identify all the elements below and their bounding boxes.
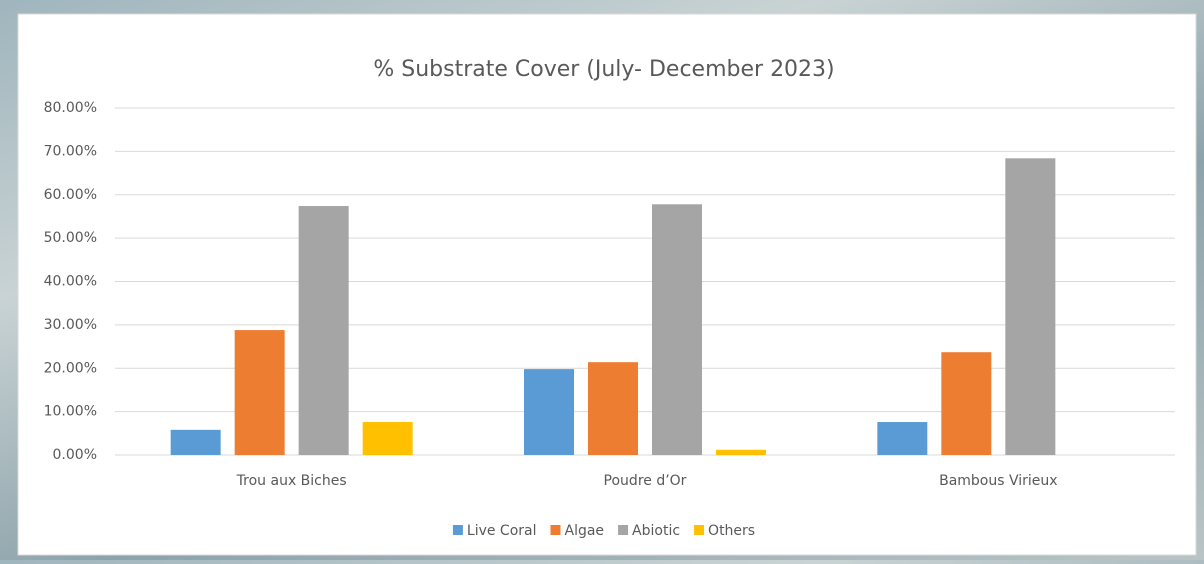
bar [524,369,574,455]
bar [877,422,928,455]
bar [588,362,638,455]
bar [652,204,702,455]
legend-label: Live Coral [467,523,537,539]
y-tick-label: 0.00% [53,447,97,463]
y-tick-label: 50.00% [44,230,97,246]
y-tick-label: 70.00% [44,143,97,159]
bar [170,429,221,455]
bar [298,206,349,455]
legend-swatch [618,525,629,535]
bar [1005,158,1056,455]
bar [362,422,413,455]
bar [716,449,766,455]
legend-swatch [550,525,561,535]
legend-label: Algae [565,523,605,539]
bar [941,352,992,455]
legend-label: Abiotic [632,523,680,539]
legend-label: Others [708,523,755,539]
bar [234,330,285,455]
chart-panel [17,13,1197,556]
legend-swatch [694,525,705,535]
y-tick-label: 20.00% [44,360,97,376]
x-tick-label: Poudre d’Or [604,473,687,489]
y-tick-label: 40.00% [44,274,97,290]
chart-title: % Substrate Cover (July- December 2023) [373,57,834,82]
x-tick-label: Trou aux Biches [236,473,347,489]
y-tick-label: 80.00% [44,100,97,116]
y-tick-label: 60.00% [44,187,97,203]
legend-swatch [452,525,463,535]
y-tick-label: 30.00% [44,317,97,333]
y-tick-label: 10.00% [44,404,97,420]
x-tick-label: Bambous Virieux [939,473,1057,489]
